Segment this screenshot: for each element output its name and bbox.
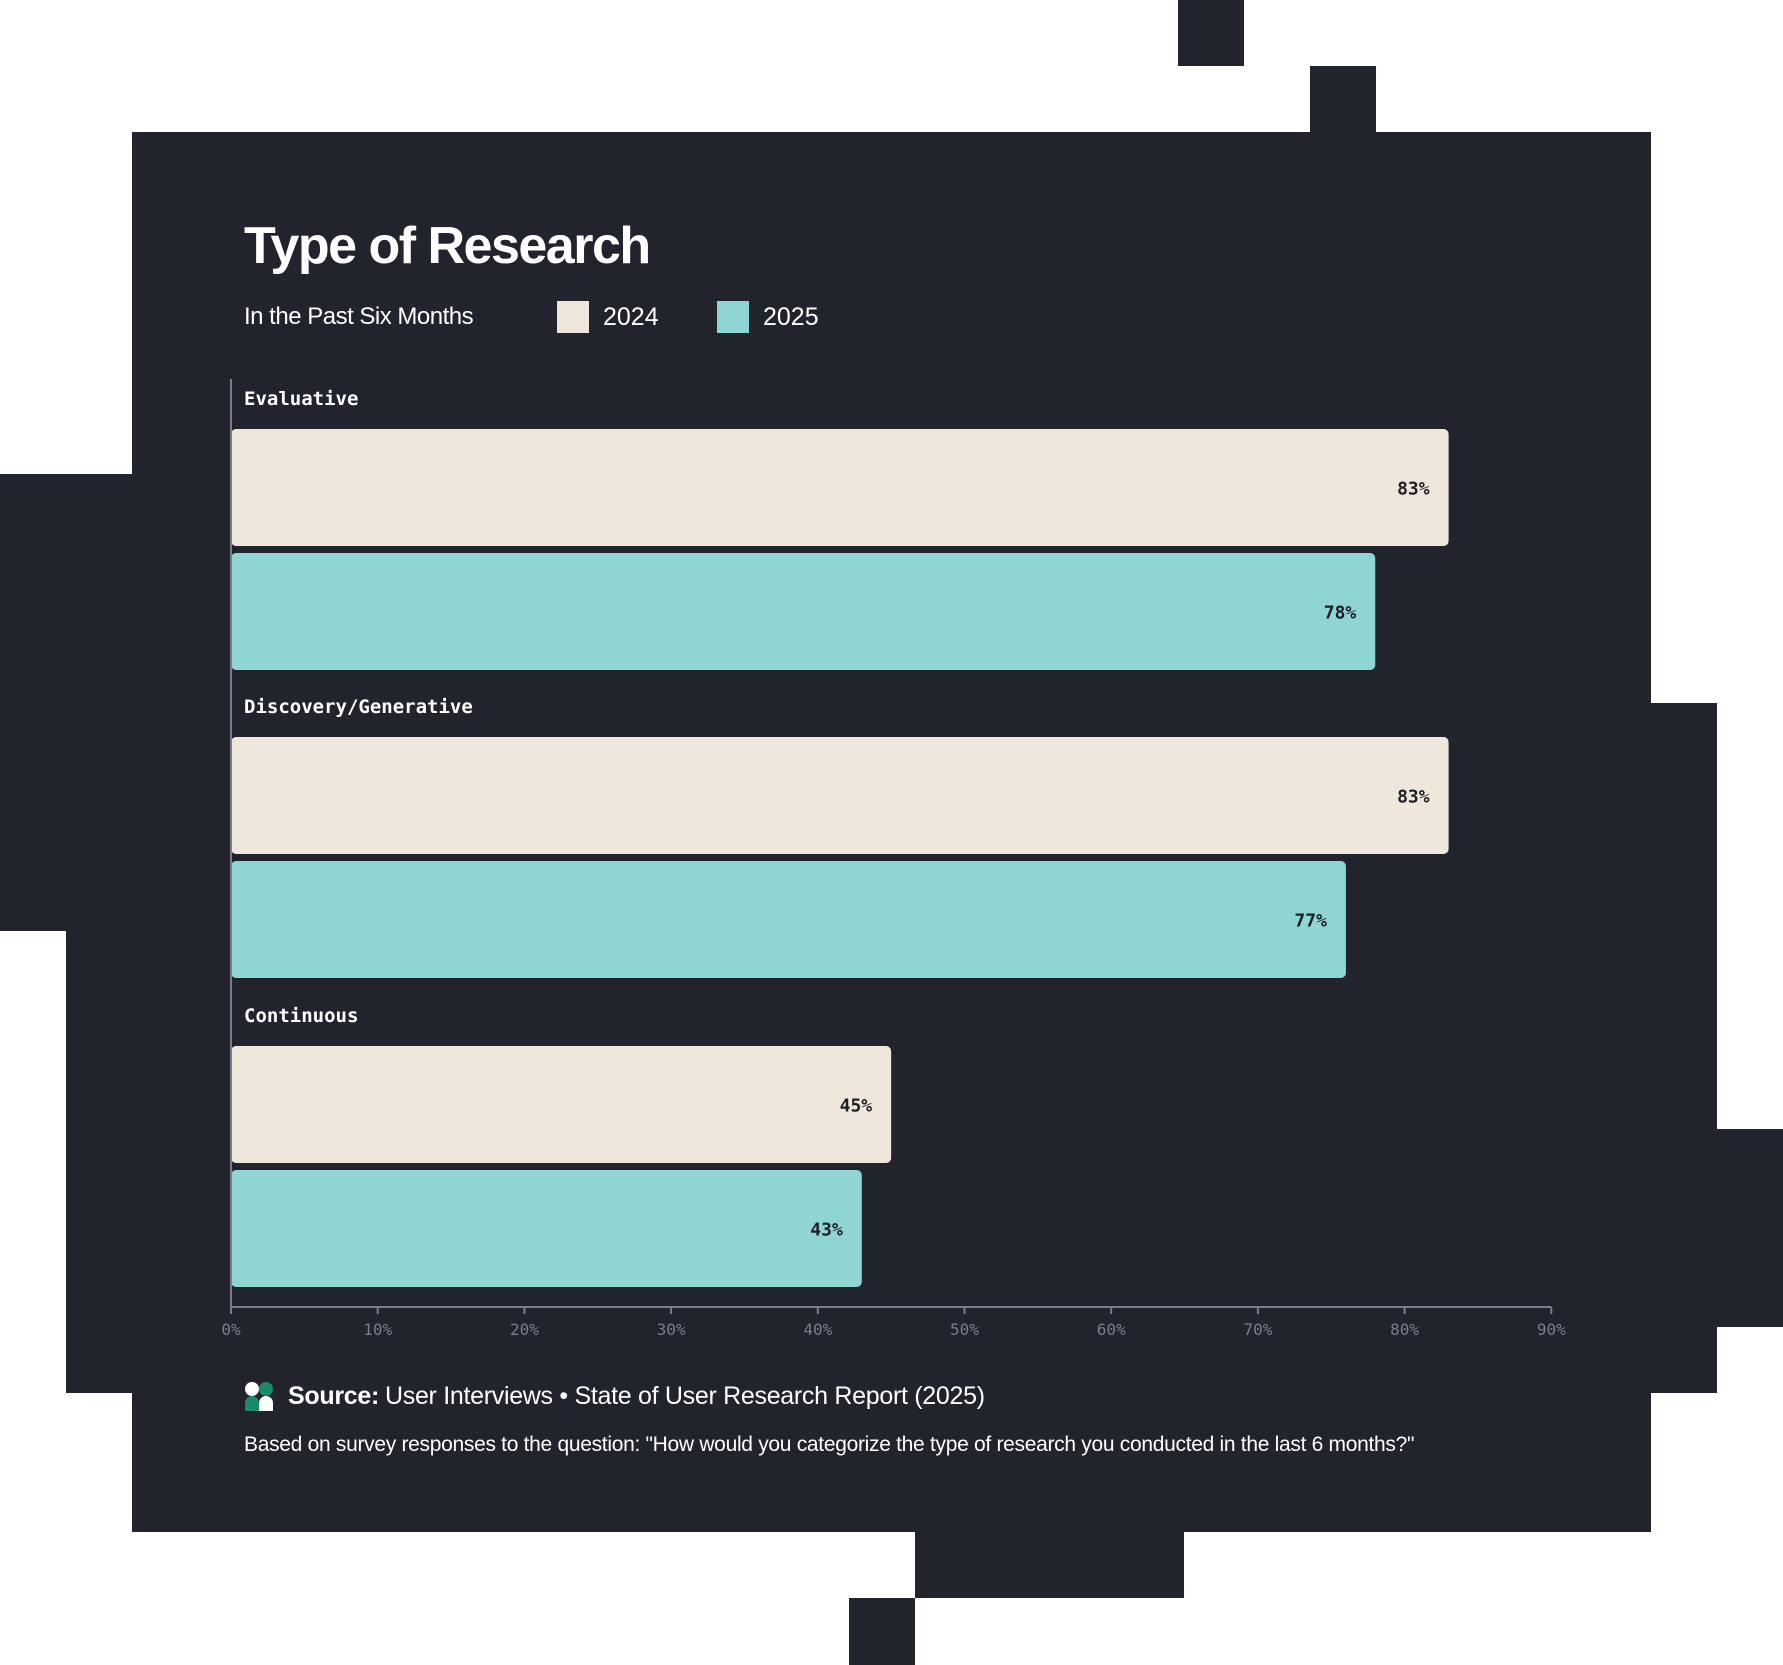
x-tick-label: 50%: [950, 1320, 979, 1339]
decor-block: [1717, 1129, 1783, 1327]
legend-label-2025: 2025: [763, 303, 819, 331]
category-label-continuous: Continuous: [244, 1005, 358, 1027]
chart-subtitle: In the Past Six Months: [244, 303, 474, 330]
x-tick-label: 80%: [1390, 1320, 1419, 1339]
x-tick-label: 20%: [510, 1320, 539, 1339]
x-tick-label: 60%: [1097, 1320, 1126, 1339]
bar-discovery-generative-2024: [231, 737, 1449, 854]
decor-block: [915, 1532, 1184, 1598]
bar-evaluative-2025: [231, 553, 1376, 670]
source-prefix: Source:: [288, 1381, 379, 1410]
x-tick-label: 40%: [803, 1320, 832, 1339]
x-tick-label: 70%: [1243, 1320, 1272, 1339]
legend-swatch-2025: [717, 301, 749, 333]
category-label-evaluative: Evaluative: [244, 388, 358, 410]
bar-chart: Evaluative 83% 78% Discovery/Generative 83% 7…: [221, 379, 1566, 1339]
bar-discovery-generative-2025: [231, 861, 1346, 978]
bar-continuous-2024: [231, 1046, 892, 1163]
x-tick-label: 10%: [363, 1320, 392, 1339]
bar-value-label: 45%: [840, 1096, 873, 1117]
bar-value-label: 83%: [1397, 479, 1430, 500]
source-text: User Interviews • State of User Research…: [384, 1381, 985, 1410]
decor-block: [66, 931, 132, 1393]
chart-title: Type of Research: [244, 217, 651, 275]
legend-item-2025: 2025: [717, 300, 819, 334]
decor-block: [1310, 66, 1376, 132]
legend-swatch-2024: [557, 301, 589, 333]
decor-block: [1178, 0, 1244, 66]
category-label-discovery-generative: Discovery/Generative: [244, 696, 473, 718]
decor-block: [849, 1598, 915, 1665]
bar-value-label: 77%: [1294, 911, 1327, 932]
footnote: Based on survey responses to the questio…: [244, 1433, 1415, 1456]
decor-block: [1651, 703, 1717, 1393]
bar-value-label: 43%: [810, 1220, 843, 1241]
x-tick-label: 0%: [221, 1320, 241, 1339]
source-line: Source: User Interviews • State of User …: [244, 1378, 985, 1414]
x-tick-label: 30%: [657, 1320, 686, 1339]
legend-item-2024: 2024: [557, 300, 659, 334]
user-interviews-logo-icon: [245, 1382, 273, 1411]
bar-evaluative-2024: [231, 429, 1449, 546]
legend-label-2024: 2024: [603, 303, 659, 331]
decor-block: [0, 474, 132, 931]
bar-value-label: 83%: [1397, 787, 1430, 808]
bar-value-label: 78%: [1324, 603, 1357, 624]
bar-continuous-2025: [231, 1170, 862, 1287]
x-tick-label: 90%: [1537, 1320, 1566, 1339]
